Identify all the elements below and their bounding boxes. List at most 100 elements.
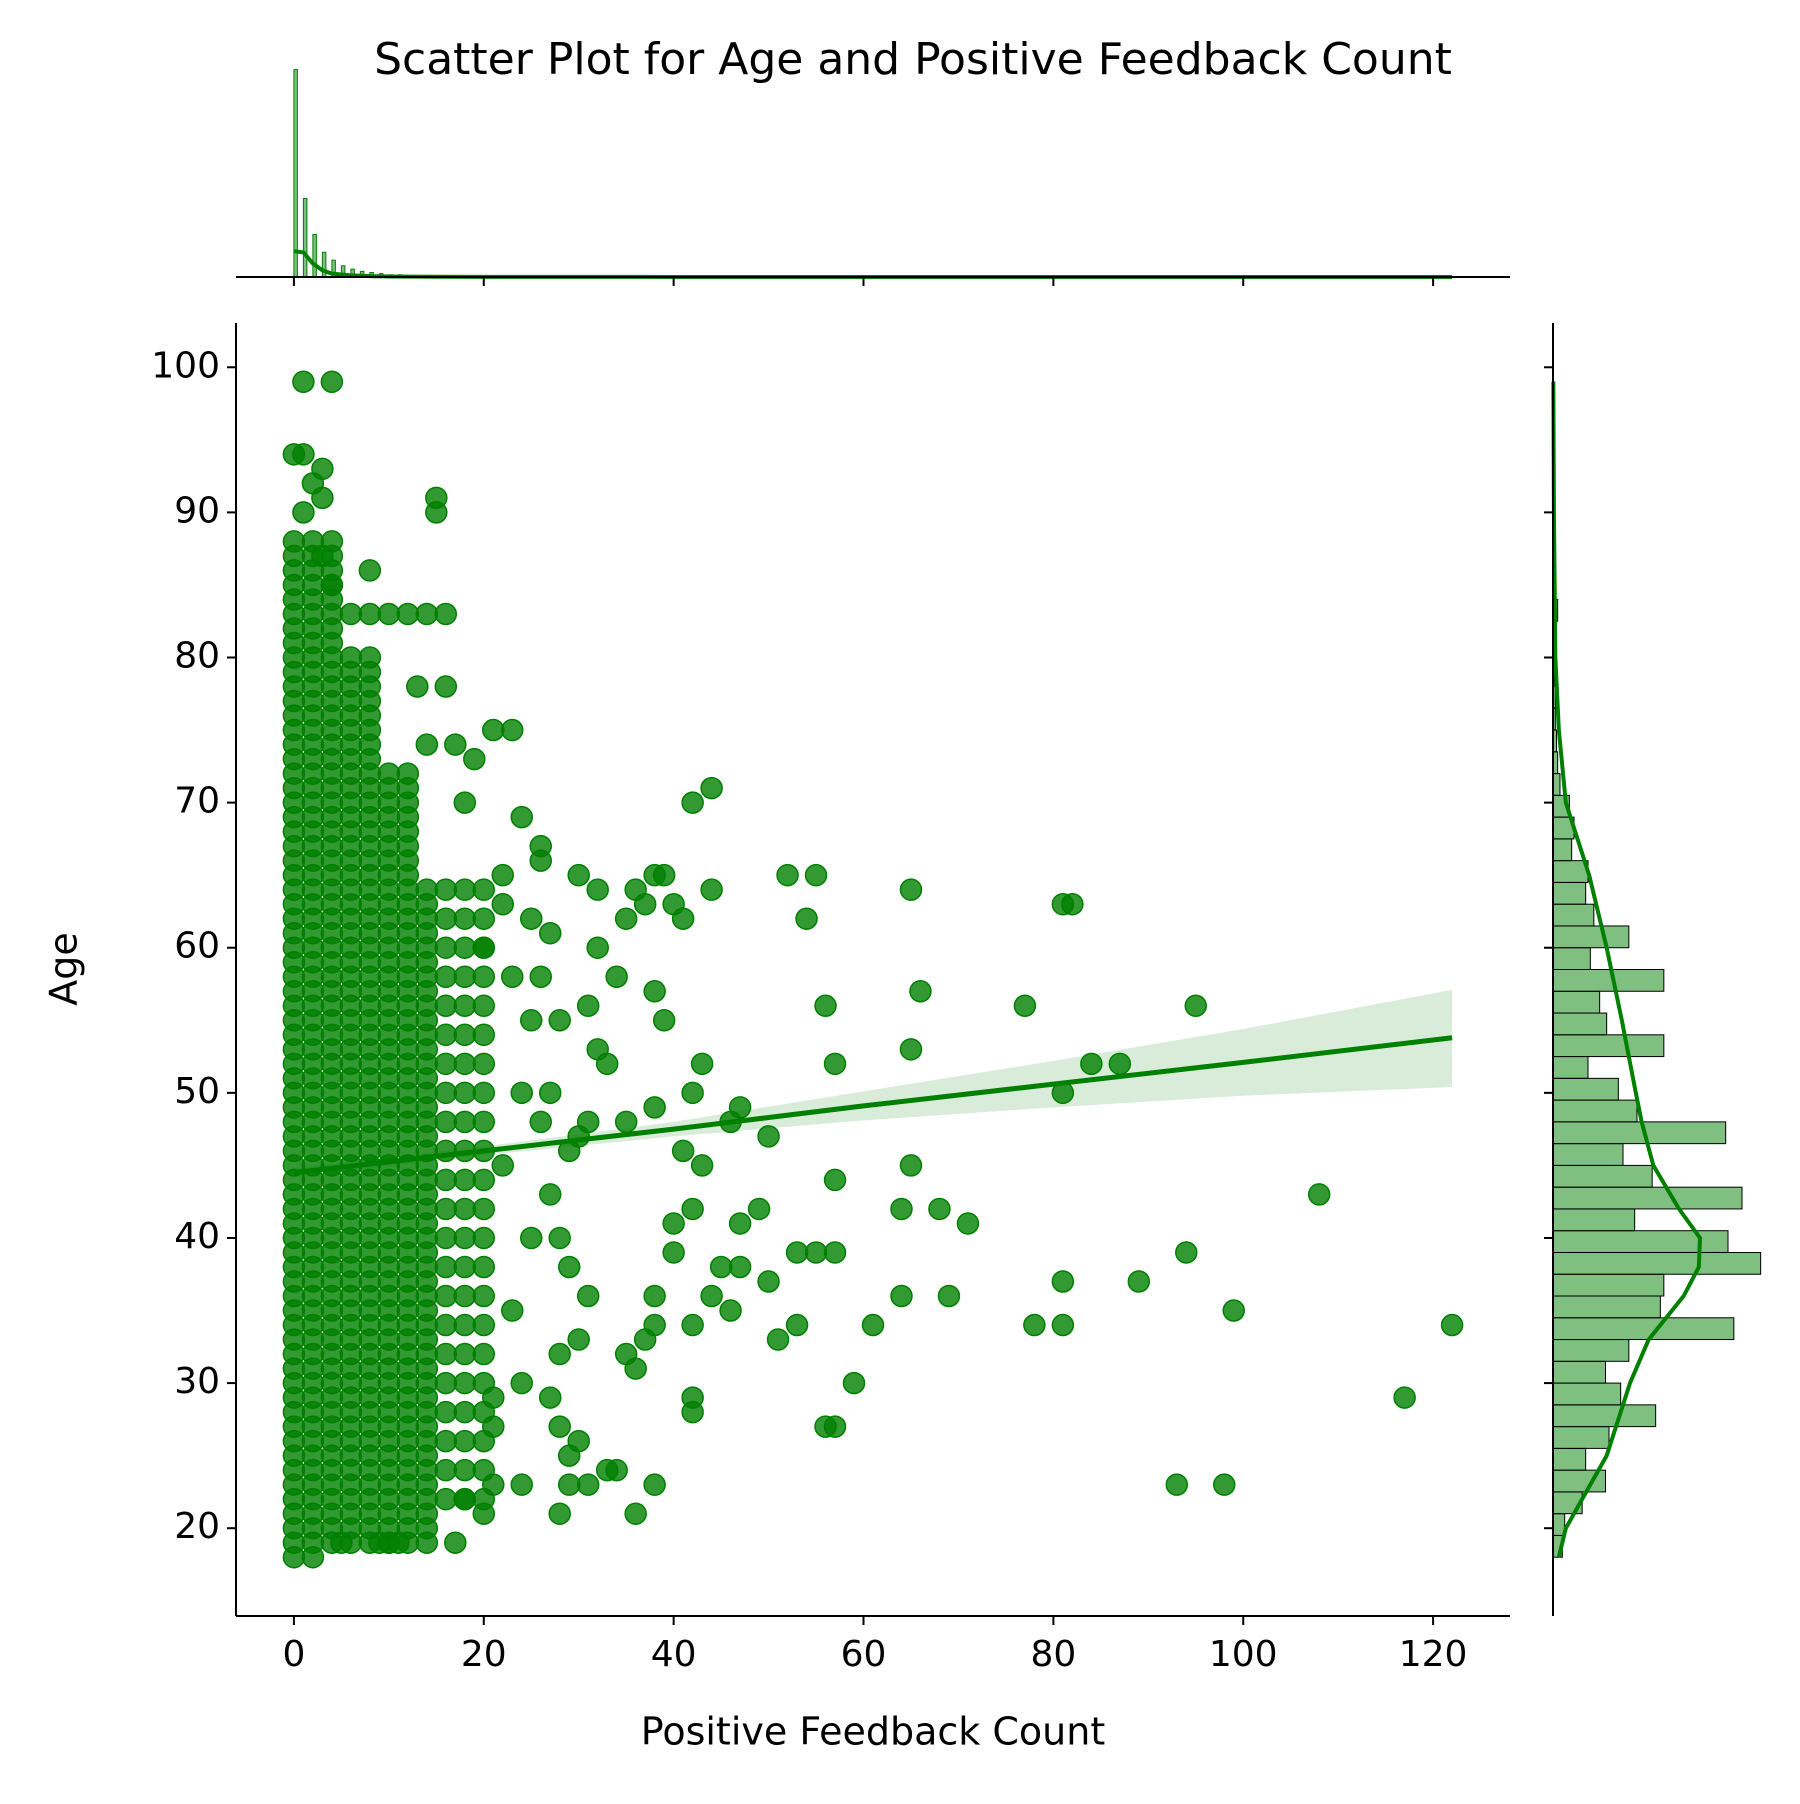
scatter-point [511,1474,532,1495]
scatter-point [473,1082,494,1103]
scatter-point [549,1010,570,1031]
scatter-point [1052,1271,1073,1292]
scatter-point [1062,894,1083,915]
histogram-bar [1553,1340,1629,1362]
scatter-point [435,995,456,1016]
scatter-point [359,603,380,624]
histogram-bar [1553,1209,1635,1231]
scatter-point [369,1532,390,1553]
scatter-point [312,545,333,566]
scatter-point [435,676,456,697]
scatter-point [758,1271,779,1292]
scatter-point [787,1242,808,1263]
histogram-bar [1553,839,1572,861]
scatter-point [511,1373,532,1394]
chart-title: Scatter Plot for Age and Positive Feedba… [374,34,1452,85]
scatter-point [796,908,817,929]
scatter-point [559,1474,580,1495]
scatter-point [663,1242,684,1263]
scatter-point [454,879,475,900]
scatter-point [625,879,646,900]
scatter-point [454,1256,475,1277]
scatter-point [435,908,456,929]
scatter-point [416,879,437,900]
scatter-point [473,995,494,1016]
scatter-point [644,865,665,886]
scatter-point [454,1053,475,1074]
y-tick-label: 100 [151,345,220,386]
scatter-point [473,1198,494,1219]
scatter-point [625,1503,646,1524]
scatter-point [644,981,665,1002]
scatter-point [521,1010,542,1031]
scatter-point [359,647,380,668]
histogram-bar [1553,1383,1621,1405]
scatter-point [454,1198,475,1219]
scatter-point [730,1256,751,1277]
histogram-bar [1553,1078,1618,1100]
scatter-point [454,966,475,987]
scatter-point [397,603,418,624]
scatter-point [644,1097,665,1118]
histogram-bar [1553,1318,1734,1340]
scatter-point [435,1053,456,1074]
scatter-point [511,1082,532,1103]
scatter-point [863,1315,884,1336]
scatter-point [720,1300,741,1321]
scatter-point [359,560,380,581]
scatter-point [559,1256,580,1277]
histogram-bar [1553,1252,1761,1274]
scatter-point [445,734,466,755]
scatter-point [407,676,428,697]
y-tick-label: 60 [174,926,220,967]
scatter-point [549,1344,570,1365]
scatter-point [663,1213,684,1234]
scatter-point [1394,1387,1415,1408]
scatter-point [435,603,456,624]
scatter-point [900,1155,921,1176]
scatter-point [435,1460,456,1481]
scatter-point [701,1286,722,1307]
scatter-point [435,1227,456,1248]
scatter-point [293,502,314,523]
histogram-bar [1553,1122,1726,1144]
histogram-bar [1553,1296,1660,1318]
scatter-point [682,1198,703,1219]
scatter-point [540,923,561,944]
scatter-point [1166,1474,1187,1495]
scatter-point [293,371,314,392]
scatter-point [473,937,494,958]
scatter-point [549,1227,570,1248]
scatter-point [340,647,361,668]
scatter-point [435,1431,456,1452]
scatter-point [682,1082,703,1103]
scatter-point [473,966,494,987]
scatter-point [454,908,475,929]
y-tick-label: 80 [174,635,220,676]
scatter-point [331,1532,352,1553]
scatter-point [511,807,532,828]
histogram-bar [1553,904,1594,926]
scatter-point [616,908,637,929]
scatter-point [806,865,827,886]
histogram-bar [1553,1427,1609,1449]
scatter-point [473,1024,494,1045]
scatter-point [606,966,627,987]
scatter-point [473,1286,494,1307]
scatter-point [293,444,314,465]
scatter-point [435,1344,456,1365]
scatter-point [1014,995,1035,1016]
scatter-point [473,908,494,929]
scatter-point [435,879,456,900]
scatter-point [530,836,551,857]
scatter-point [644,1286,665,1307]
scatter-point [435,1169,456,1190]
scatter-point [701,778,722,799]
scatter-point [416,734,437,755]
histogram-bar [1553,1035,1664,1057]
scatter-point [540,1184,561,1205]
scatter-point [682,792,703,813]
scatter-point [321,574,342,595]
x-tick-label: 40 [651,1634,697,1675]
